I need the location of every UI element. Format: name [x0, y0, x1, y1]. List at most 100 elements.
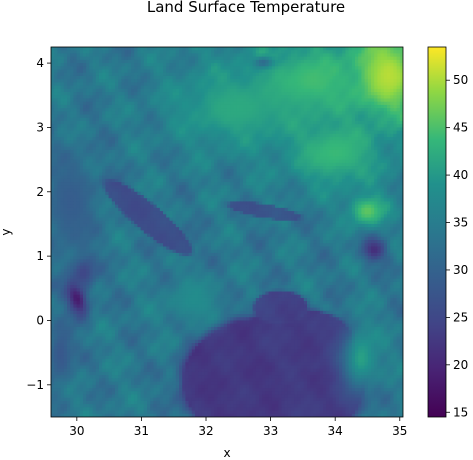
heatmap-cell	[153, 88, 158, 93]
heatmap-cell	[383, 169, 388, 174]
heatmap-cell	[367, 56, 372, 61]
heatmap-cell	[390, 95, 394, 100]
heatmap-cell	[249, 79, 254, 83]
heatmap-cell	[70, 88, 74, 93]
heatmap-cell	[102, 114, 106, 119]
heatmap-cell	[342, 178, 346, 183]
heatmap-cell	[265, 88, 270, 93]
heatmap-cell	[297, 146, 302, 151]
heatmap-cell	[115, 191, 119, 196]
heatmap-cell	[131, 140, 135, 145]
heatmap-cell	[140, 172, 145, 177]
heatmap-cell	[102, 159, 106, 164]
heatmap-cell	[217, 153, 222, 157]
heatmap-cell	[255, 166, 260, 170]
heatmap-cell	[233, 117, 238, 122]
heatmap-cell	[323, 182, 327, 186]
heatmap-cell	[249, 72, 254, 77]
heatmap-cell	[134, 185, 138, 190]
heatmap-cell	[371, 69, 375, 74]
heatmap-cell	[118, 56, 122, 61]
heatmap-cell	[134, 117, 138, 122]
heatmap-cell	[351, 146, 356, 151]
heatmap-cell	[271, 188, 276, 193]
heatmap-cell	[105, 75, 110, 80]
heatmap-cell	[236, 143, 241, 148]
heatmap-cell	[140, 146, 145, 151]
heatmap-cell	[230, 166, 234, 170]
heatmap-cell	[393, 143, 398, 148]
heatmap-cell	[332, 66, 337, 71]
heatmap-cell	[246, 104, 250, 109]
heatmap-cell	[147, 127, 151, 132]
heatmap-cell	[57, 191, 62, 196]
heatmap-cell	[329, 108, 334, 112]
heatmap-cell	[198, 188, 202, 193]
heatmap-cell	[255, 143, 260, 148]
heatmap-cell	[70, 111, 74, 116]
heatmap-cell	[383, 101, 388, 106]
heatmap-cell	[111, 169, 116, 174]
heatmap-cell	[76, 121, 81, 125]
heatmap-cell	[131, 185, 135, 190]
heatmap-cell	[383, 88, 388, 93]
heatmap-cell	[169, 178, 174, 183]
heatmap-cell	[134, 108, 138, 112]
heatmap-cell	[147, 137, 151, 141]
heatmap-cell	[156, 172, 161, 177]
heatmap-cell	[220, 108, 225, 112]
heatmap-cell	[329, 140, 334, 145]
heatmap-cell	[268, 59, 273, 64]
heatmap-cell	[201, 143, 206, 148]
heatmap-cell	[198, 178, 202, 183]
heatmap-cell	[345, 111, 350, 116]
heatmap-cell	[287, 85, 292, 90]
heatmap-cell	[127, 182, 132, 186]
heatmap-cell	[313, 69, 318, 74]
heatmap-cell	[131, 178, 135, 183]
heatmap-cell	[249, 117, 254, 122]
heatmap-cell	[204, 98, 209, 103]
heatmap-cell	[329, 114, 334, 119]
heatmap-cell	[278, 137, 282, 141]
heatmap-cell	[175, 63, 180, 67]
heatmap-cell	[243, 153, 247, 157]
heatmap-cell	[246, 159, 250, 164]
heatmap-cell	[249, 153, 254, 157]
heatmap-cell	[118, 117, 122, 122]
heatmap-cell	[140, 175, 145, 180]
heatmap-cell	[358, 140, 362, 145]
heatmap-cell	[371, 124, 375, 129]
heatmap-cell	[348, 88, 353, 93]
heatmap-cell	[332, 85, 337, 90]
heatmap-cell	[342, 75, 346, 80]
heatmap-cell	[275, 153, 279, 157]
heatmap-cell	[137, 69, 142, 74]
heatmap-cell	[284, 79, 289, 83]
heatmap-cell	[259, 185, 263, 190]
heatmap-cell	[207, 169, 212, 174]
heatmap-cell	[396, 143, 401, 148]
heatmap-cell	[361, 53, 366, 58]
heatmap-cell	[83, 82, 87, 87]
heatmap-cell	[111, 56, 116, 61]
heatmap-cell	[371, 59, 375, 64]
heatmap-cell	[204, 111, 209, 116]
heatmap-cell	[191, 88, 196, 93]
heatmap-cell	[195, 166, 199, 170]
heatmap-cell	[131, 159, 135, 164]
heatmap-cell	[351, 117, 356, 122]
heatmap-cell	[355, 75, 359, 80]
heatmap-cell	[217, 130, 222, 135]
heatmap-cell	[374, 75, 378, 80]
heatmap-cell	[252, 63, 257, 67]
heatmap-cell	[329, 82, 334, 87]
heatmap-cell	[166, 72, 170, 77]
heatmap-cell	[358, 72, 362, 77]
heatmap-cell	[89, 159, 94, 164]
heatmap-cell	[265, 53, 270, 58]
heatmap-cell	[83, 140, 87, 145]
heatmap-cell	[275, 137, 279, 141]
heatmap-cell	[108, 88, 113, 93]
heatmap-cell	[95, 172, 100, 177]
